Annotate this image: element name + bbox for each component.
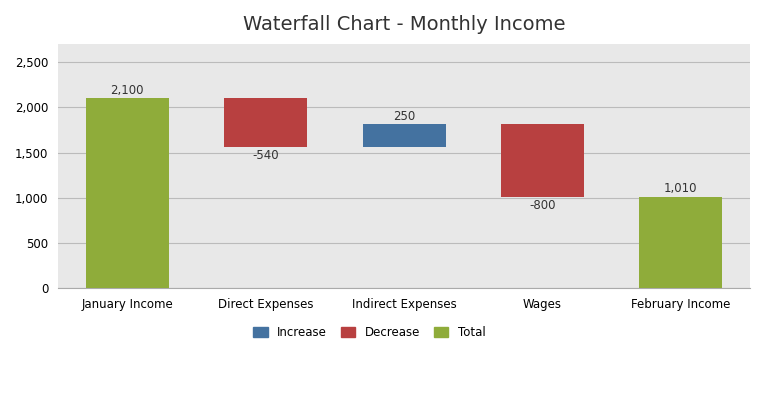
Title: Waterfall Chart - Monthly Income: Waterfall Chart - Monthly Income bbox=[243, 15, 565, 34]
Bar bbox=[363, 125, 445, 147]
Text: -800: -800 bbox=[529, 199, 555, 212]
Text: -540: -540 bbox=[252, 149, 279, 162]
Text: 2,100: 2,100 bbox=[110, 84, 144, 97]
Bar bbox=[501, 125, 584, 197]
Bar bbox=[224, 98, 308, 147]
Text: 1,010: 1,010 bbox=[664, 182, 698, 195]
Bar bbox=[86, 98, 169, 289]
Text: 250: 250 bbox=[393, 110, 415, 123]
Legend: Increase, Decrease, Total: Increase, Decrease, Total bbox=[249, 321, 490, 343]
Bar bbox=[640, 197, 722, 289]
